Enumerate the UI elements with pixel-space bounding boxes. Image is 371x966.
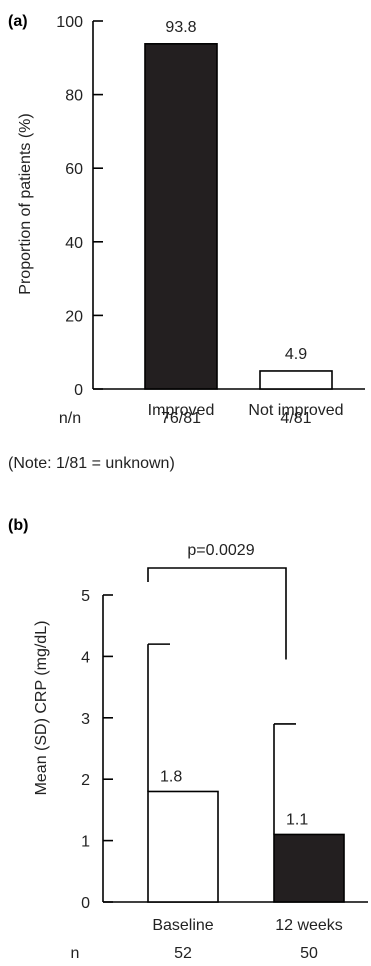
panel-b-y-axis-label: Mean (SD) CRP (mg/dL) [33,621,50,796]
row-value: 52 [174,945,192,962]
panel-b-label: (b) [8,517,28,534]
y-tick-label: 60 [65,161,83,178]
x-category-label: Not improved [248,402,343,419]
p-value-annotation: p=0.0029 [187,542,254,559]
y-tick-label: 40 [65,235,83,252]
panel-a-y-axis-label: Proportion of patients (%) [17,113,34,294]
y-tick-label: 5 [81,588,90,605]
panel-a-row-label: n/n [59,410,81,427]
y-tick-label: 2 [81,772,90,789]
panel-a-axes: 0 20 40 60 80 100 [56,14,365,399]
data-label: 93.8 [165,19,196,36]
x-category-label: Baseline [152,917,213,934]
panel-b-row-values: 52 50 [174,945,318,962]
panel-b: (b) Mean (SD) CRP (mg/dL) 0 1 2 3 4 5 1.8 Base… [8,517,368,962]
y-tick-label: 0 [74,382,83,399]
bar [144,43,218,390]
y-tick-label: 3 [81,711,90,728]
panel-a-note: (Note: 1/81 = unknown) [8,455,175,472]
y-tick-label: 0 [81,895,90,912]
row-value: 4/81 [280,410,311,427]
row-value: 76/81 [161,410,201,427]
bar [273,833,345,903]
bar [259,370,333,390]
x-category-label: 12 weeks [275,917,343,934]
x-category-label: Improved [148,402,215,419]
panel-a: (a) Proportion of patients (%) 0 20 40 60 80… [8,13,365,472]
y-tick-label: 80 [65,88,83,105]
y-tick-label: 100 [56,14,83,31]
panel-b-bars: 1.8 Baseline 1.1 12 weeks [147,643,345,934]
row-value: 50 [300,945,318,962]
panel-b-row-label: n [71,945,80,962]
panel-a-label: (a) [8,13,28,30]
data-label: 4.9 [285,346,307,363]
y-tick-label: 4 [81,649,90,666]
y-tick-label: 20 [65,308,83,325]
significance-bracket [147,567,287,660]
panel-a-bars: 93.8 Improved 4.9 Not improved [144,19,344,419]
bar [147,790,219,903]
panel-a-row-values: 76/81 4/81 [161,410,312,427]
data-label: 1.8 [160,768,182,785]
data-label: 1.1 [286,811,308,828]
y-tick-label: 1 [81,834,90,851]
